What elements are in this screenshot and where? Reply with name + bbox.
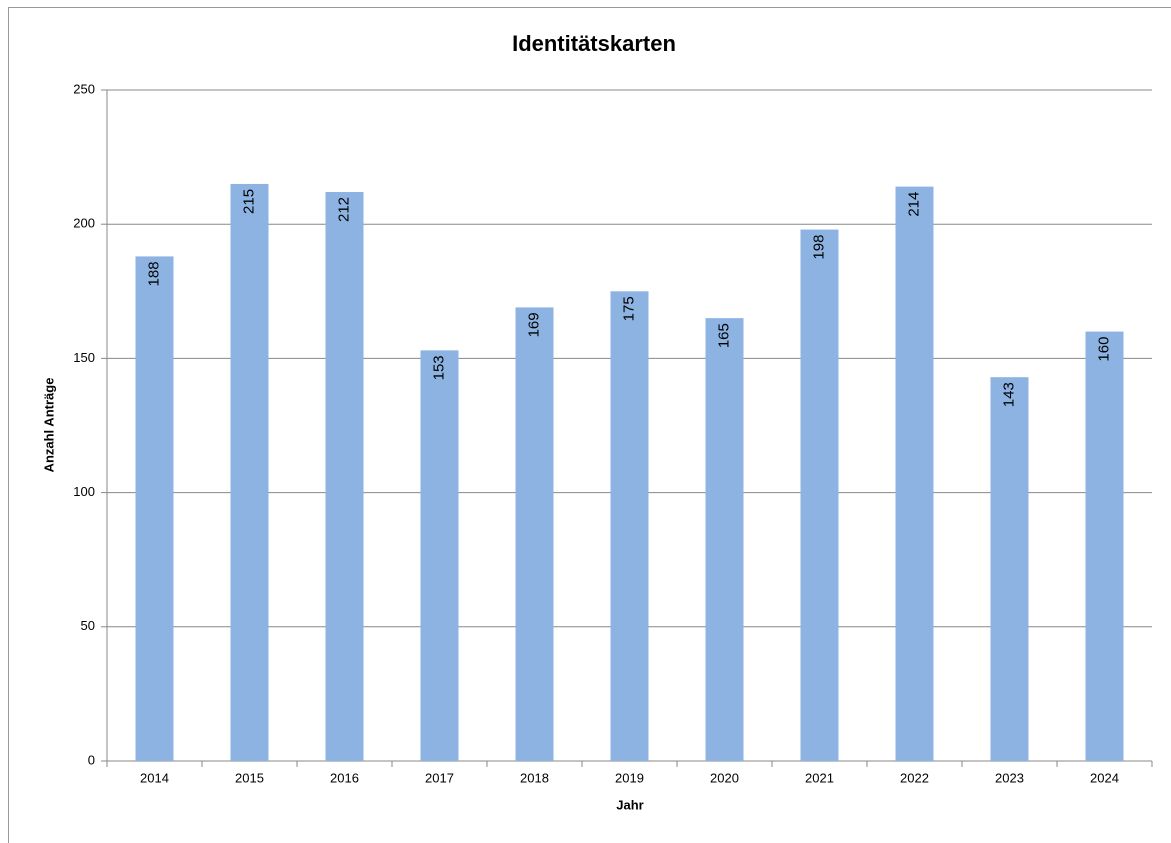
bar: [800, 229, 839, 761]
data-label: 153: [430, 355, 447, 380]
x-tick-label: 2024: [1090, 770, 1119, 785]
bar: [705, 318, 744, 761]
data-label: 215: [240, 189, 257, 214]
y-axis-title: Anzahl Anträge: [41, 378, 56, 473]
data-label: 188: [145, 261, 162, 286]
y-tick-label: 250: [73, 81, 95, 96]
data-label: 175: [620, 296, 637, 321]
x-axis-title: Jahr: [616, 797, 643, 812]
data-label: 198: [810, 235, 827, 260]
bar: [515, 307, 554, 761]
x-tick-label: 2019: [615, 770, 644, 785]
data-label: 165: [715, 323, 732, 348]
x-tick-label: 2023: [995, 770, 1024, 785]
x-tick-label: 2020: [710, 770, 739, 785]
x-tick-label: 2016: [330, 770, 359, 785]
x-tick-label: 2021: [805, 770, 834, 785]
bar: [895, 186, 934, 761]
bar: [135, 256, 174, 761]
y-tick-label: 200: [73, 216, 95, 231]
chart-title: Identitätskarten: [512, 31, 676, 56]
bar: [420, 350, 459, 761]
bar: [610, 291, 649, 761]
x-tick-label: 2015: [235, 770, 264, 785]
data-label: 143: [1000, 382, 1017, 407]
bar: [990, 377, 1029, 761]
bar: [1085, 331, 1124, 761]
y-tick-label: 100: [73, 484, 95, 499]
y-tick-label: 150: [73, 350, 95, 365]
y-tick-label: 50: [81, 618, 95, 633]
x-tick-label: 2017: [425, 770, 454, 785]
x-tick-label: 2018: [520, 770, 549, 785]
chart-border: [8, 7, 1171, 843]
data-label: 160: [1095, 337, 1112, 362]
data-label: 212: [335, 197, 352, 222]
x-tick-label: 2022: [900, 770, 929, 785]
bar: [325, 191, 364, 761]
data-label: 214: [905, 192, 922, 217]
bar: [230, 183, 269, 761]
x-tick-label: 2014: [140, 770, 169, 785]
data-label: 169: [525, 312, 542, 337]
y-tick-label: 0: [88, 752, 95, 767]
